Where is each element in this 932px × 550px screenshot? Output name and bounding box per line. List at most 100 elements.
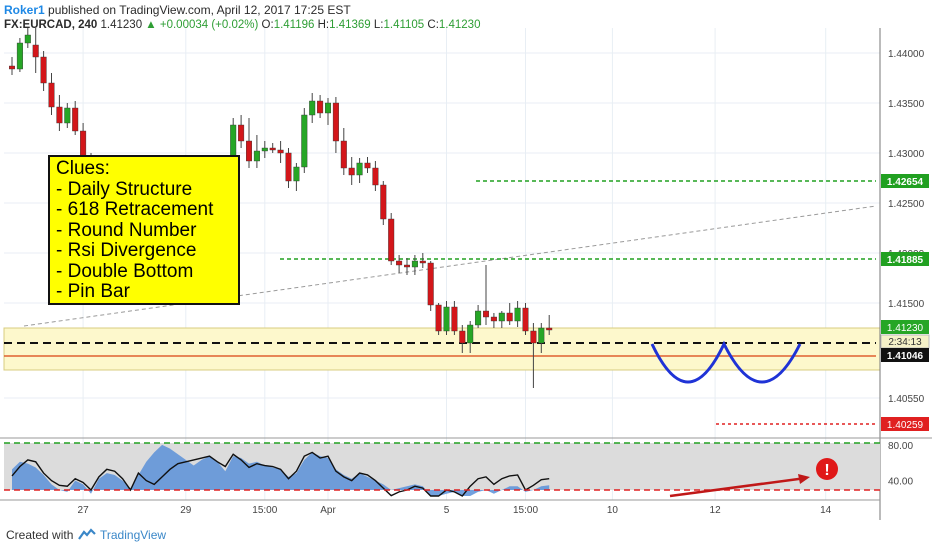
candle-body	[16, 42, 23, 70]
candle-body	[364, 162, 371, 169]
time-tick-label: 29	[180, 505, 192, 516]
price-tag-green-1-bg	[881, 174, 929, 188]
price-tag-green-1: 1.42654	[887, 177, 924, 188]
candle-body	[56, 106, 63, 124]
candle-body	[372, 167, 379, 186]
candle-body	[498, 312, 505, 322]
time-tick-label: 5	[444, 505, 450, 516]
rsi-divergence-arrow	[669, 476, 807, 498]
time-axis-labels: 27 29 15:00 Apr 5 15:00 10 12 14	[78, 505, 832, 516]
clues-box: Clues: - Daily Structure - 618 Retraceme…	[48, 155, 240, 305]
candle-body	[8, 65, 15, 70]
price-tag-current: 1.41230	[887, 323, 924, 334]
candle-body	[40, 56, 47, 84]
time-tick-label: 14	[820, 505, 832, 516]
candle-body	[261, 147, 268, 152]
price-tick-label: 1.42500	[888, 199, 925, 210]
candle-body	[317, 100, 324, 114]
rsi-tick-label: 80.00	[888, 441, 913, 452]
countdown-tag: 2:34:13	[888, 337, 922, 348]
high-value: 1.41369	[329, 19, 371, 31]
time-tick-label: 27	[78, 505, 90, 516]
tradingview-logo-icon[interactable]	[78, 528, 96, 540]
candle-body	[269, 147, 276, 151]
clue-item: - Double Bottom	[56, 260, 194, 282]
price-tag-black-bg	[881, 348, 929, 362]
symbol-label: FX:EURCAD, 240	[4, 19, 98, 31]
candle-body	[411, 260, 418, 268]
tradingview-brand[interactable]: TradingView	[100, 528, 167, 542]
candle-body	[506, 312, 513, 322]
clue-item: - Daily Structure	[56, 178, 193, 200]
support-zone	[3, 327, 881, 371]
candle-body	[277, 149, 284, 154]
candle-body	[32, 44, 39, 58]
time-tick-label: 10	[607, 505, 619, 516]
price-tag-red-bg	[881, 417, 929, 431]
price-tick-label: 1.43500	[888, 99, 925, 110]
candle-body	[309, 100, 316, 116]
candle-body	[435, 304, 442, 332]
candle-body	[332, 102, 339, 142]
price-tag-current-bg	[881, 320, 929, 334]
price-tick-label: 1.41500	[888, 299, 925, 310]
candle-body	[404, 264, 411, 268]
candle-body	[285, 152, 292, 182]
candle-body	[325, 102, 332, 114]
price-tag-red: 1.40259	[887, 420, 924, 431]
price-tag-green-2-bg	[881, 252, 929, 266]
time-tick-label: 15:00	[252, 505, 277, 516]
candle-body	[245, 140, 252, 162]
rsi-arrowhead	[798, 474, 810, 484]
footer: Created with TradingView	[0, 520, 932, 550]
candle-body	[64, 107, 71, 124]
last-price: 1.41230	[100, 19, 143, 31]
candle-body	[514, 307, 521, 322]
candle-body	[340, 140, 347, 169]
created-with-text: Created with	[6, 528, 74, 542]
clue-item: - Pin Bar	[56, 281, 130, 302]
price-tag-green-2: 1.41885	[887, 255, 924, 266]
candle-body	[490, 316, 497, 322]
price-tag-black: 1.41046	[887, 351, 924, 362]
trend-line	[23, 205, 877, 327]
double-bottom-curve	[650, 340, 802, 384]
time-tick-label: 15:00	[513, 505, 538, 516]
rsi-area-series	[12, 444, 550, 496]
clue-item: - Round Number	[56, 219, 197, 241]
candle-body	[48, 82, 55, 108]
chart-header: Roker1 published on TradingView.com, Apr…	[4, 3, 480, 33]
low-value: 1.41105	[383, 19, 425, 31]
open-value: 1.41196	[273, 19, 315, 31]
candle-body	[419, 260, 426, 264]
time-tick-label: 12	[710, 505, 722, 516]
rsi-axis-labels: 80.00 40.00	[888, 441, 913, 488]
candle-body	[427, 262, 434, 306]
candle-body	[301, 114, 308, 168]
candle-body	[483, 310, 490, 318]
candle-body	[293, 166, 300, 182]
candle-body	[546, 327, 553, 331]
candle-body	[451, 306, 458, 332]
candle-body	[253, 150, 260, 162]
rsi-group	[11, 444, 550, 497]
candle-body	[538, 327, 545, 344]
candle-body	[238, 124, 245, 142]
candle-body	[443, 306, 450, 332]
candle-body	[388, 218, 395, 262]
high-label: H:	[317, 19, 330, 31]
price-change: ▲ +0.00034 (+0.02%)	[145, 19, 259, 31]
candle-body	[475, 310, 482, 326]
low-label: L:	[373, 19, 384, 31]
candle-body	[459, 330, 466, 344]
exclamation-icon	[816, 458, 838, 480]
candle-body	[396, 260, 403, 266]
rsi-line-series	[11, 451, 550, 497]
author-name[interactable]: Roker1	[4, 3, 45, 17]
candle-body	[72, 107, 79, 132]
price-tick-label: 1.44000	[888, 49, 925, 60]
candle-body	[348, 167, 355, 176]
candle-body	[522, 307, 529, 332]
clue-item: - 618 Retracement	[56, 199, 214, 220]
